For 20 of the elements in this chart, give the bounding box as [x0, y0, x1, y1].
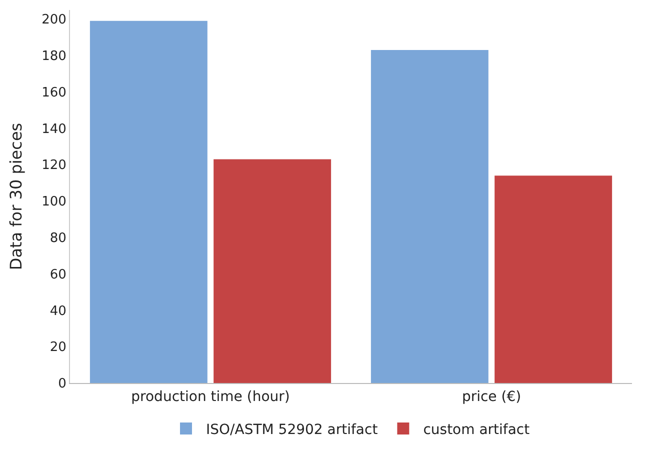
y-tick-label: 140 [42, 122, 66, 137]
bar [494, 176, 612, 383]
y-tick-label: 0 [58, 376, 66, 392]
y-tick-label: 120 [42, 158, 66, 174]
y-tick-label: 180 [42, 49, 66, 64]
y-tick-label: 160 [42, 85, 66, 100]
x-tick-label: price (€) [462, 388, 522, 405]
legend-label: custom artifact [423, 422, 530, 438]
y-tick-label: 20 [50, 340, 66, 356]
legend-label: ISO/ASTM 52902 artifact [206, 422, 378, 438]
y-tick-label: 60 [50, 267, 66, 282]
y-tick-label: 80 [50, 230, 66, 246]
bar [90, 20, 208, 383]
x-tick-label: production time (hour) [131, 388, 290, 405]
y-tick-label: 100 [42, 194, 66, 210]
y-axis-title: Data for 30 pieces [6, 122, 26, 270]
y-tick-label: 200 [42, 12, 66, 28]
bar [370, 50, 488, 383]
bar [214, 159, 332, 383]
y-tick-label: 40 [50, 304, 66, 319]
